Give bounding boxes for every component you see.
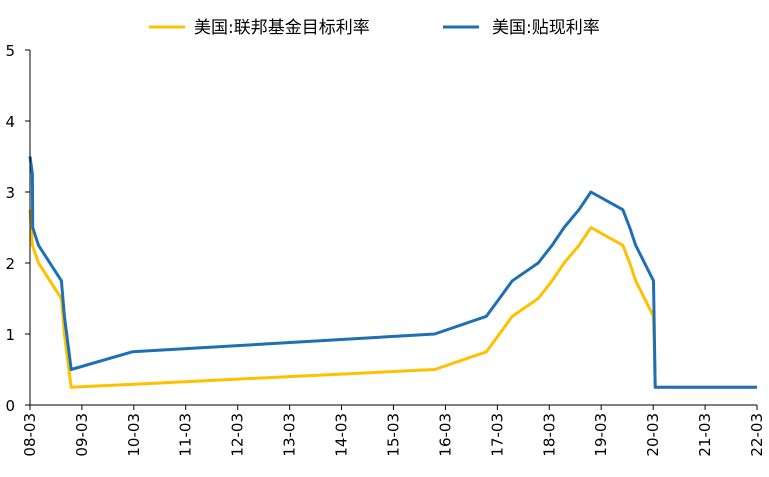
y-tick-label: 3 xyxy=(5,184,15,202)
series-line-1 xyxy=(28,209,757,389)
legend-label: 美国:贴现利率 xyxy=(492,18,600,38)
x-tick-label: 10-03 xyxy=(125,413,143,457)
x-tick-label: 09-03 xyxy=(73,413,91,457)
y-tick-label: 1 xyxy=(5,326,15,344)
x-tick-label: 11-03 xyxy=(177,413,195,457)
x-tick-label: 12-03 xyxy=(229,413,247,457)
x-tick-label: 20-03 xyxy=(644,413,662,457)
x-tick-label: 22-03 xyxy=(748,413,766,457)
y-tick-label: 5 xyxy=(5,42,15,60)
x-tick-label: 08-03 xyxy=(21,413,39,457)
x-tick-label: 18-03 xyxy=(540,413,558,457)
series-layer xyxy=(28,156,757,389)
y-tick-label: 2 xyxy=(5,255,15,273)
series-line-2 xyxy=(28,156,757,389)
legend: 美国:联邦基金目标利率 美国:贴现利率 xyxy=(149,18,600,38)
x-tick-label: 17-03 xyxy=(488,413,506,457)
legend-item-2: 美国:贴现利率 xyxy=(443,18,600,38)
x-tick-label: 15-03 xyxy=(384,413,402,457)
x-tick-label: 16-03 xyxy=(436,413,454,457)
y-tick-label: 4 xyxy=(5,113,15,131)
x-tick-label: 13-03 xyxy=(281,413,299,457)
axes-layer: 0 1 2 3 4 5 08-03 09-03 10-03 11-03 12-03 13-03 14-0… xyxy=(5,42,766,457)
y-tick-label: 0 xyxy=(5,397,15,415)
x-tick-label: 21-03 xyxy=(696,413,714,457)
x-tick-label: 14-03 xyxy=(333,413,351,457)
legend-item-1: 美国:联邦基金目标利率 xyxy=(149,18,370,38)
x-tick-label: 19-03 xyxy=(592,413,610,457)
legend-label: 美国:联邦基金目标利率 xyxy=(194,18,370,38)
